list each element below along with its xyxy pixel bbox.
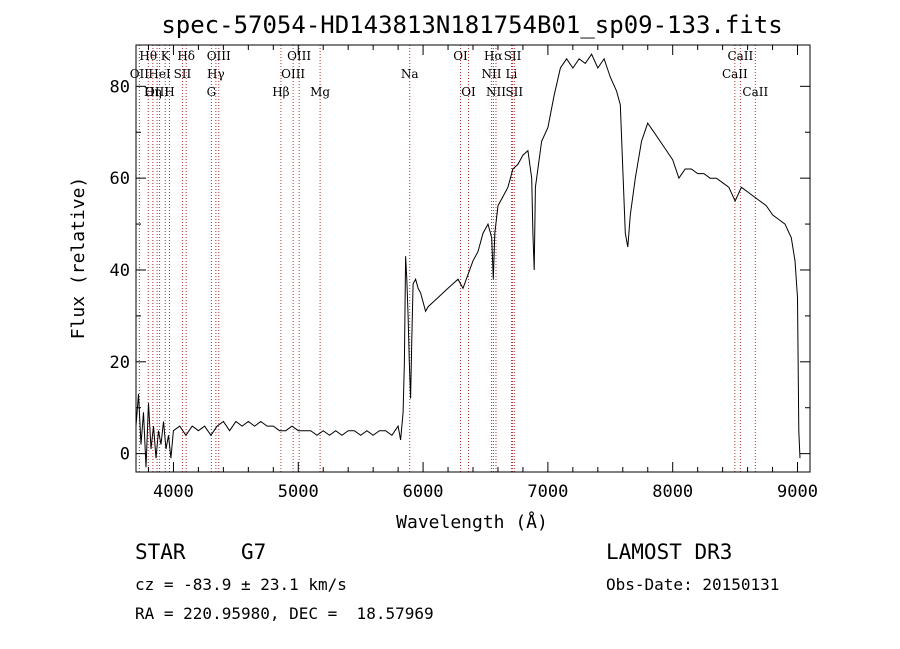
y-tick-label: 40 <box>110 261 130 281</box>
obs-date-text: Obs-Date: 20150131 <box>606 575 780 594</box>
survey-name: LAMOST DR3 <box>606 540 733 564</box>
ion-label: SII <box>505 85 523 99</box>
x-tick-label: 6000 <box>403 482 444 502</box>
ion-label: Hδ <box>177 49 195 63</box>
plot-frame <box>135 44 811 473</box>
ion-label: H <box>164 85 174 99</box>
ion-label: Hα <box>484 49 503 63</box>
y-tick-label: 0 <box>120 445 130 465</box>
y-axis-label: Flux (relative) <box>68 177 89 340</box>
ion-label: CaII <box>742 85 768 99</box>
ion-label: CaII <box>722 67 748 81</box>
x-axis-label: Wavelength (Å) <box>396 511 548 533</box>
x-tick-label: 8000 <box>652 482 693 502</box>
y-tick-label: 60 <box>110 169 130 189</box>
x-tick-label: 4000 <box>153 482 194 502</box>
redshift-text: cz = -83.9 ± 23.1 km/s <box>135 575 347 594</box>
ion-label: CaII <box>727 49 753 63</box>
ion-label: Na <box>401 67 419 81</box>
ion-label: OII <box>130 67 150 81</box>
ion-label: OI <box>461 85 476 99</box>
x-tick-label: 7000 <box>527 482 568 502</box>
ion-label: Hγ <box>207 67 225 81</box>
y-axis: 0 20 40 60 80 <box>110 77 810 465</box>
chart-title: spec-57054-HD143813N181754B01_sp09-133.f… <box>161 11 782 39</box>
ion-label: OI <box>453 49 468 63</box>
ion-label: OIII <box>145 85 169 99</box>
x-axis: 4000 5000 6000 7000 8000 9000 <box>147 45 818 502</box>
ion-label: K <box>161 49 171 63</box>
ion-label: SII <box>504 49 522 63</box>
ion-label: OIII <box>287 49 311 63</box>
ion-label: OIII <box>281 67 305 81</box>
ion-label: SII <box>174 67 192 81</box>
x-tick-label: 5000 <box>278 482 319 502</box>
object-class: STAR <box>135 540 186 564</box>
coordinates-text: RA = 220.95980, DEC = 18.57969 <box>135 604 434 623</box>
spectrum-line <box>135 53 801 468</box>
ion-label: NII <box>486 85 506 99</box>
ion-label: Hβ <box>272 85 289 99</box>
ion-label: HeI <box>148 67 171 81</box>
ion-label: G <box>207 85 217 99</box>
object-subclass: G7 <box>241 540 267 564</box>
ion-label: NII <box>481 67 501 81</box>
ion-label: Hη <box>144 85 162 99</box>
line-markers <box>138 45 756 472</box>
y-tick-label: 20 <box>110 353 130 373</box>
y-tick-label: 80 <box>110 77 130 97</box>
ion-label: OIII <box>207 49 231 63</box>
ion-label: Mg <box>310 85 330 99</box>
ion-label: Li <box>506 67 518 81</box>
x-tick-label: 9000 <box>777 482 818 502</box>
ion-label: Hθ <box>139 49 157 63</box>
